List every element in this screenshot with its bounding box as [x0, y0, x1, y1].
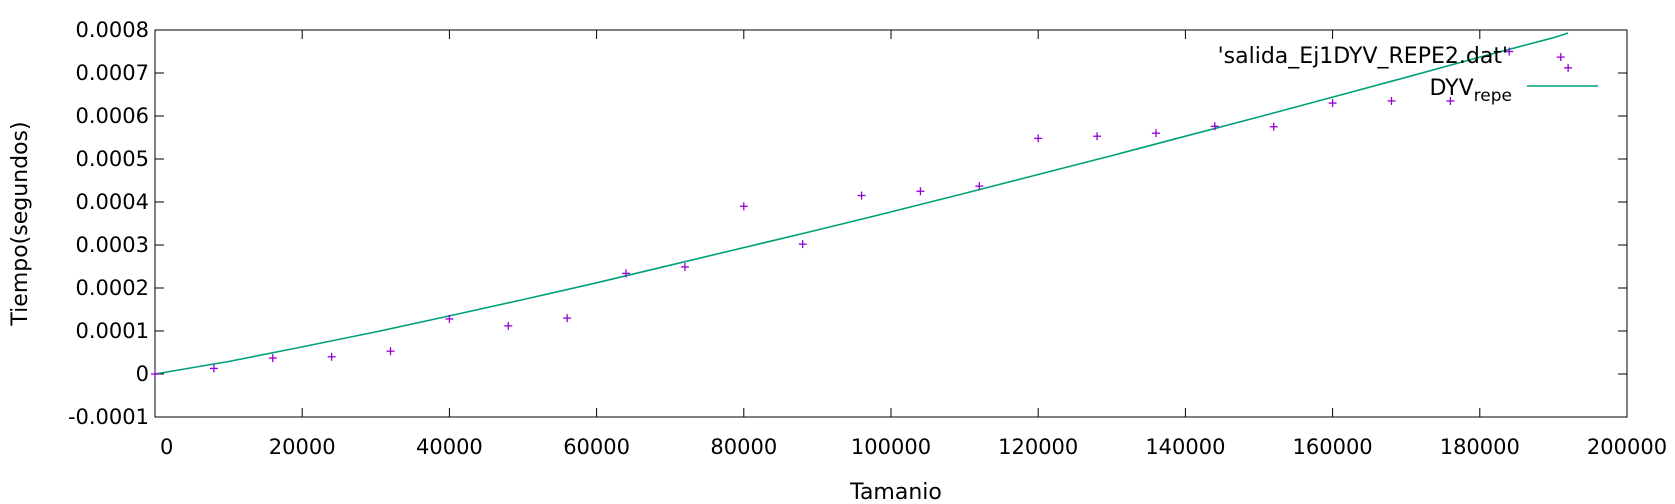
x-tick-label: 180000 — [1440, 435, 1520, 459]
y-tick-label: 0 — [136, 362, 149, 386]
data-point — [563, 314, 572, 323]
x-tick-label: 100000 — [851, 435, 931, 459]
y-tick-label: 0.0001 — [76, 319, 149, 343]
x-tick-label: 40000 — [416, 435, 483, 459]
data-point — [1556, 53, 1565, 62]
data-point — [1564, 63, 1573, 72]
data-point — [1387, 96, 1396, 105]
x-tick-label: 200000 — [1587, 435, 1667, 459]
legend-entry-line-subscript: repe — [1474, 86, 1512, 106]
y-tick-label: 0.0005 — [76, 147, 149, 171]
data-point — [1446, 96, 1455, 105]
x-tick-label: 20000 — [269, 435, 336, 459]
data-point — [1093, 132, 1102, 141]
y-axis: -0.0001 0 0.0001 0.0002 0.0003 0.0004 0.0005 0.… — [68, 18, 1627, 429]
series-line-dyv-repe — [154, 32, 1569, 375]
legend: 'salida_Ej1DYV_REPE2.dat' DYVrepe — [1218, 44, 1598, 106]
legend-entry-points: 'salida_Ej1DYV_REPE2.dat' — [1218, 44, 1508, 69]
data-point — [1151, 129, 1160, 138]
data-point — [327, 352, 336, 361]
data-point — [916, 187, 925, 196]
data-point — [268, 354, 277, 363]
data-point — [1505, 47, 1514, 56]
y-tick-label: 0.0002 — [76, 276, 149, 300]
y-axis-label: Tiempo(segundos) — [8, 121, 33, 326]
data-point — [445, 314, 454, 323]
series-layer — [151, 32, 1573, 378]
data-point — [739, 202, 748, 211]
data-point — [680, 262, 689, 271]
data-point — [151, 370, 159, 378]
data-point — [975, 182, 984, 191]
x-tick-label: 0 — [160, 435, 173, 459]
y-tick-label: 0.0006 — [76, 104, 149, 128]
x-tick-label: 60000 — [563, 435, 630, 459]
y-tick-label: 0.0003 — [76, 233, 149, 257]
data-point — [1210, 122, 1219, 131]
data-point — [798, 240, 807, 249]
x-axis-label: Tamanio — [849, 480, 942, 504]
data-point — [1328, 99, 1337, 108]
y-tick-label: 0.0004 — [76, 190, 149, 214]
data-point — [504, 321, 513, 330]
data-point — [209, 364, 218, 373]
y-tick-label: 0.0007 — [76, 61, 149, 85]
data-point — [622, 269, 631, 278]
legend-entry-line: DYVrepe — [1429, 76, 1512, 106]
plot-frame — [154, 29, 1628, 418]
y-tick-label: -0.0001 — [68, 405, 149, 429]
data-point — [857, 191, 866, 200]
legend-entry-line-name: DYV — [1429, 76, 1473, 101]
data-point — [1034, 134, 1043, 143]
x-tick-label: 160000 — [1293, 435, 1373, 459]
x-axis: 0 20000 40000 60000 80000 100000 120000 140000 1… — [154, 30, 1667, 459]
y-tick-label: 0.0008 — [76, 18, 149, 42]
data-point — [1269, 122, 1278, 131]
x-tick-label: 140000 — [1145, 435, 1225, 459]
x-tick-label: 120000 — [998, 435, 1078, 459]
data-point — [386, 347, 395, 356]
x-tick-label: 80000 — [710, 435, 777, 459]
